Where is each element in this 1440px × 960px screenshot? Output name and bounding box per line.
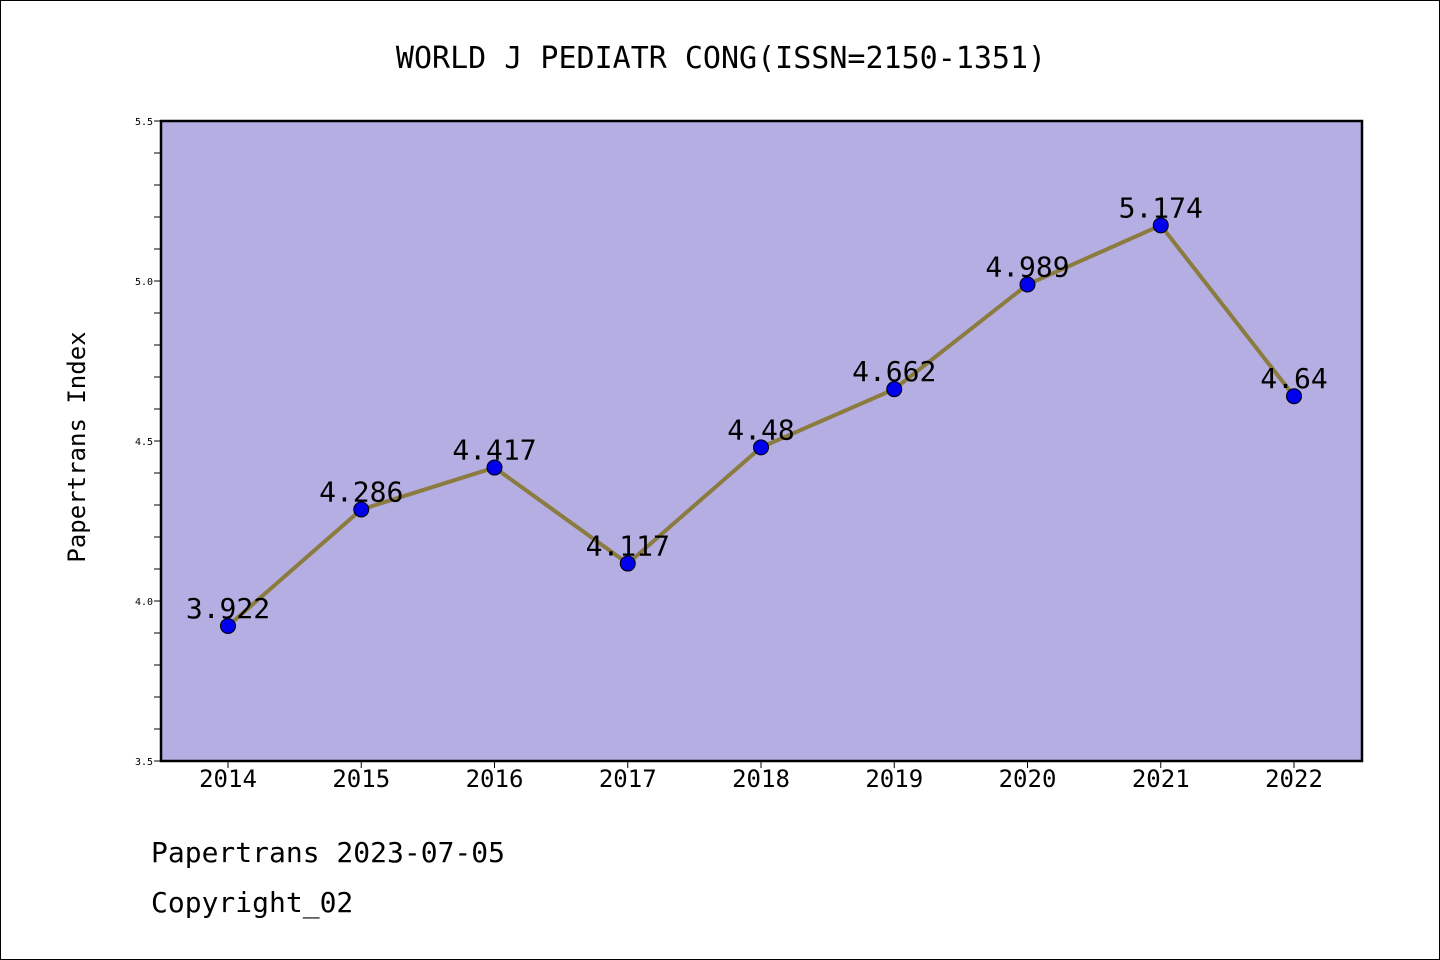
x-tick-label: 2014 <box>199 765 257 793</box>
data-label: 4.286 <box>319 475 403 508</box>
data-point-marker <box>486 459 503 476</box>
plot-frame <box>159 119 1364 763</box>
data-point-marker <box>220 617 236 634</box>
data-point-marker <box>1019 276 1036 293</box>
chart-title: WORLD J PEDIATR CONG(ISSN=2150-1351) <box>396 41 1046 76</box>
footer-date-text: Papertrans 2023-07-05 <box>151 836 506 869</box>
series-layer: 3.922 4.286 4.417 4.117 4.48 4.662 4.989 5.174 4… <box>186 191 1328 634</box>
footer-copyright-text: Copyright_02 <box>151 886 354 919</box>
data-point-marker <box>619 555 636 572</box>
y-tick-label: 5.0 <box>135 277 153 288</box>
y-tick-label: 4.5 <box>135 437 153 448</box>
x-tick-label: 2022 <box>1265 765 1323 793</box>
x-tick-label: 2021 <box>1132 765 1190 793</box>
data-point-marker <box>1286 388 1302 405</box>
data-label: 4.117 <box>586 530 670 563</box>
x-tick-label: 2020 <box>999 765 1057 793</box>
x-tick-label: 2018 <box>732 765 790 793</box>
x-tick-label: 2016 <box>466 765 524 793</box>
data-label: 3.922 <box>186 592 270 625</box>
x-tick-label: 2019 <box>865 765 923 793</box>
y-axis-label: Papertrans Index <box>63 331 91 562</box>
data-label: 4.64 <box>1260 362 1327 395</box>
x-tick-label: 2015 <box>332 765 390 793</box>
data-label: 4.662 <box>852 355 936 388</box>
y-tick-label: 3.5 <box>135 757 153 768</box>
data-label: 4.989 <box>985 251 1069 284</box>
y-tick-label: 5.5 <box>135 117 153 128</box>
y-tick-label: 4.0 <box>135 597 153 608</box>
data-point-marker <box>886 381 903 398</box>
data-label: 4.417 <box>452 434 536 467</box>
x-tick-label: 2017 <box>599 765 657 793</box>
data-point-marker <box>353 501 370 518</box>
data-label: 4.48 <box>727 413 794 446</box>
data-point-marker <box>753 439 769 456</box>
data-point-marker <box>1152 217 1169 234</box>
data-label: 5.174 <box>1119 191 1203 224</box>
axes-layer: 3.5 4.0 4.5 5.0 5.5 2014 2015 2016 2017 2018 2019 2… <box>135 117 1323 793</box>
